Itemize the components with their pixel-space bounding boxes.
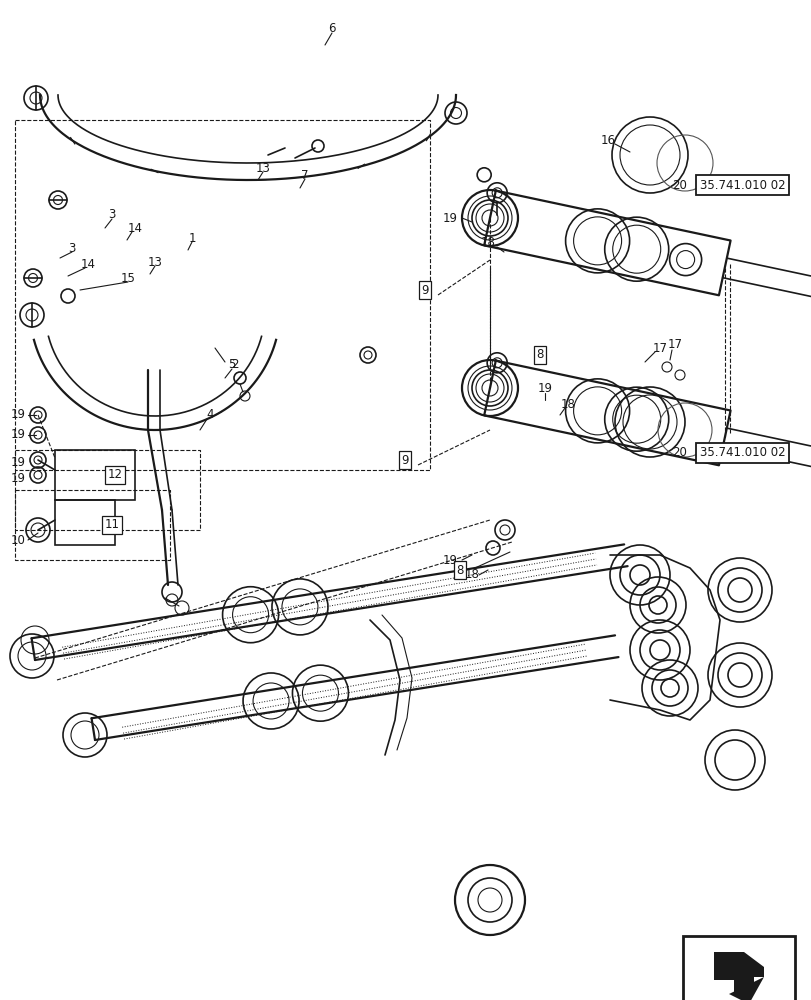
Text: 13: 13 — [148, 255, 162, 268]
Text: 6: 6 — [328, 22, 335, 35]
Text: 18: 18 — [464, 568, 478, 582]
Text: 1: 1 — [188, 232, 195, 244]
Text: 35.741.010 02: 35.741.010 02 — [699, 179, 785, 192]
Text: 2: 2 — [231, 359, 238, 371]
Text: 9: 9 — [421, 284, 428, 296]
Text: 35.741.010 02: 35.741.010 02 — [699, 446, 785, 460]
Text: 17: 17 — [667, 338, 682, 352]
Text: 14: 14 — [127, 222, 142, 234]
Text: 19: 19 — [11, 408, 25, 422]
Bar — [55, 450, 135, 500]
Bar — [55, 500, 115, 545]
Text: 19: 19 — [11, 456, 25, 468]
Text: 9: 9 — [401, 454, 408, 466]
Text: 18: 18 — [480, 236, 495, 249]
Text: 3: 3 — [68, 241, 75, 254]
Text: 4: 4 — [206, 408, 213, 422]
Text: 19: 19 — [11, 472, 25, 485]
Text: 7: 7 — [301, 169, 308, 182]
Text: 12: 12 — [107, 468, 122, 482]
Text: 17: 17 — [652, 342, 667, 355]
Text: 20: 20 — [672, 179, 687, 192]
Text: 19: 19 — [537, 381, 551, 394]
Text: 19: 19 — [442, 212, 457, 225]
Text: 13: 13 — [255, 162, 270, 175]
Text: 5: 5 — [228, 359, 235, 371]
Text: 19: 19 — [442, 554, 457, 566]
Text: 8: 8 — [456, 564, 463, 576]
Text: 10: 10 — [11, 534, 25, 546]
Text: 11: 11 — [105, 518, 119, 532]
Text: 19: 19 — [11, 428, 25, 442]
FancyBboxPatch shape — [682, 936, 794, 1000]
Text: 8: 8 — [535, 349, 543, 361]
Polygon shape — [728, 977, 763, 1000]
Text: 15: 15 — [120, 271, 135, 284]
Text: 14: 14 — [80, 257, 96, 270]
Text: 3: 3 — [108, 209, 115, 222]
Polygon shape — [713, 952, 763, 994]
Text: 18: 18 — [560, 398, 575, 412]
Text: 20: 20 — [672, 446, 687, 460]
Text: 16: 16 — [600, 134, 615, 147]
